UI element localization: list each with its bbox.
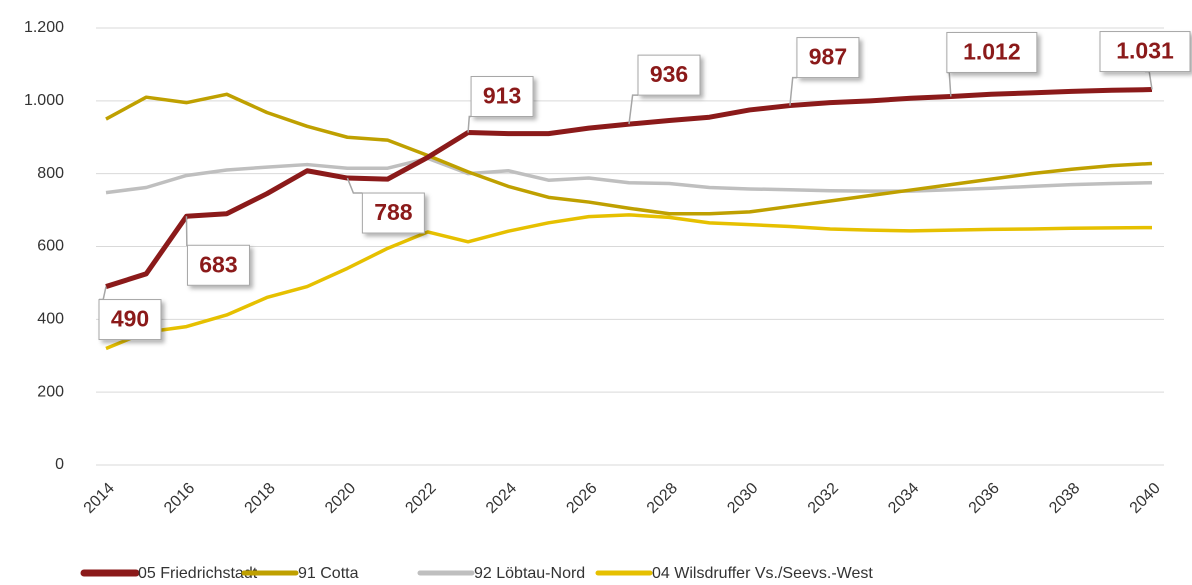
data-label: 788 <box>374 199 413 225</box>
callout-line <box>946 71 952 97</box>
x-tick-label: 2028 <box>644 480 681 517</box>
callout-line <box>185 216 188 247</box>
x-tick-label: 2030 <box>724 480 761 517</box>
x-tick-label: 2016 <box>161 480 198 517</box>
data-label: 1.031 <box>1116 38 1174 64</box>
data-label: 490 <box>111 306 149 332</box>
data-label: 987 <box>809 44 847 70</box>
label-box <box>361 192 425 234</box>
x-tick-label: 2036 <box>966 480 1003 517</box>
y-tick-label: 0 <box>55 456 64 473</box>
x-tick-label: 2014 <box>81 480 118 517</box>
x-tick-label: 2020 <box>322 480 359 517</box>
x-tick-label: 2038 <box>1046 480 1083 517</box>
data-label: 936 <box>650 61 688 87</box>
x-tick-label: 2034 <box>885 480 922 517</box>
label-box <box>1099 31 1191 73</box>
legend-label: 91 Cotta <box>298 565 359 582</box>
x-tick-label: 2040 <box>1127 480 1164 517</box>
data-label: 913 <box>483 83 521 109</box>
y-tick-label: 1.000 <box>24 92 64 109</box>
label-box <box>637 54 701 96</box>
callout-line <box>467 115 472 133</box>
callout-line <box>1145 70 1153 90</box>
x-tick-label: 2032 <box>805 480 842 517</box>
y-tick-label: 800 <box>37 165 64 182</box>
callout-line <box>99 286 107 301</box>
x-tick-label: 2018 <box>242 480 279 517</box>
label-box <box>98 299 162 341</box>
y-tick-label: 200 <box>37 383 64 400</box>
y-tick-label: 600 <box>37 238 64 255</box>
legend-label: 05 Friedrichstadt <box>138 565 258 582</box>
callout-line <box>346 177 363 194</box>
legend-label: 92 Löbtau-Nord <box>474 565 585 582</box>
y-tick-label: 1.200 <box>24 19 64 36</box>
x-tick-label: 2026 <box>563 480 600 517</box>
label-box <box>946 31 1038 73</box>
label-box <box>186 244 250 286</box>
data-label: 683 <box>199 251 237 277</box>
series-line <box>105 156 1153 195</box>
legend-label: 04 Wilsdruffer Vs./Seevs.-West <box>652 565 873 582</box>
x-tick-label: 2022 <box>402 480 439 517</box>
series-line <box>105 92 1153 216</box>
y-tick-label: 400 <box>37 311 64 328</box>
callout-line <box>789 76 797 106</box>
x-tick-label: 2024 <box>483 480 520 517</box>
label-box <box>470 76 534 118</box>
data-label: 1.012 <box>963 39 1021 65</box>
series-line <box>105 213 1153 351</box>
label-box <box>796 37 860 79</box>
callout-line <box>628 94 638 125</box>
